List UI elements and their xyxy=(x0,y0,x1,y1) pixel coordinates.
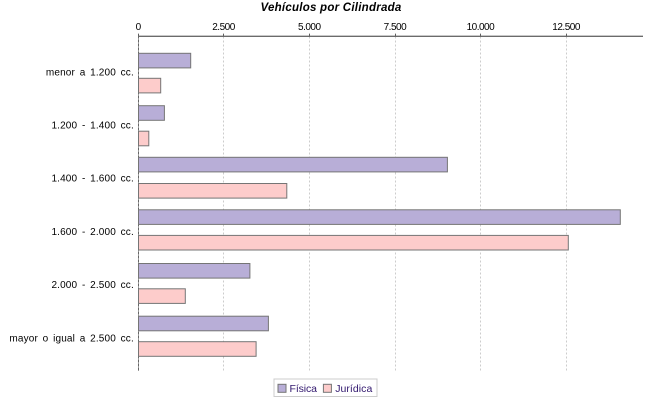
svg-text:Vehículos por Cilindrada: Vehículos por Cilindrada xyxy=(260,2,401,14)
svg-text:2.000 - 2.500 cc.: 2.000 - 2.500 cc. xyxy=(51,280,133,291)
svg-text:0: 0 xyxy=(136,22,142,33)
svg-text:10.000: 10.000 xyxy=(467,22,496,33)
svg-text:7.500: 7.500 xyxy=(384,22,407,33)
svg-text:1.400 - 1.600 cc.: 1.400 - 1.600 cc. xyxy=(51,174,133,185)
svg-text:mayor o igual a 2.500 cc.: mayor o igual a 2.500 cc. xyxy=(9,333,133,344)
svg-text:5.000: 5.000 xyxy=(298,22,321,33)
svg-text:2.500: 2.500 xyxy=(212,22,235,33)
svg-text:1.600 - 2.000 cc.: 1.600 - 2.000 cc. xyxy=(51,227,133,238)
svg-text:12.500: 12.500 xyxy=(552,22,581,33)
svg-text:Física: Física xyxy=(290,383,318,395)
svg-text:menor a 1.200 cc.: menor a 1.200 cc. xyxy=(46,67,134,78)
svg-text:1.200 - 1.400 cc.: 1.200 - 1.400 cc. xyxy=(51,121,133,132)
svg-text:Jurídica: Jurídica xyxy=(335,383,372,395)
